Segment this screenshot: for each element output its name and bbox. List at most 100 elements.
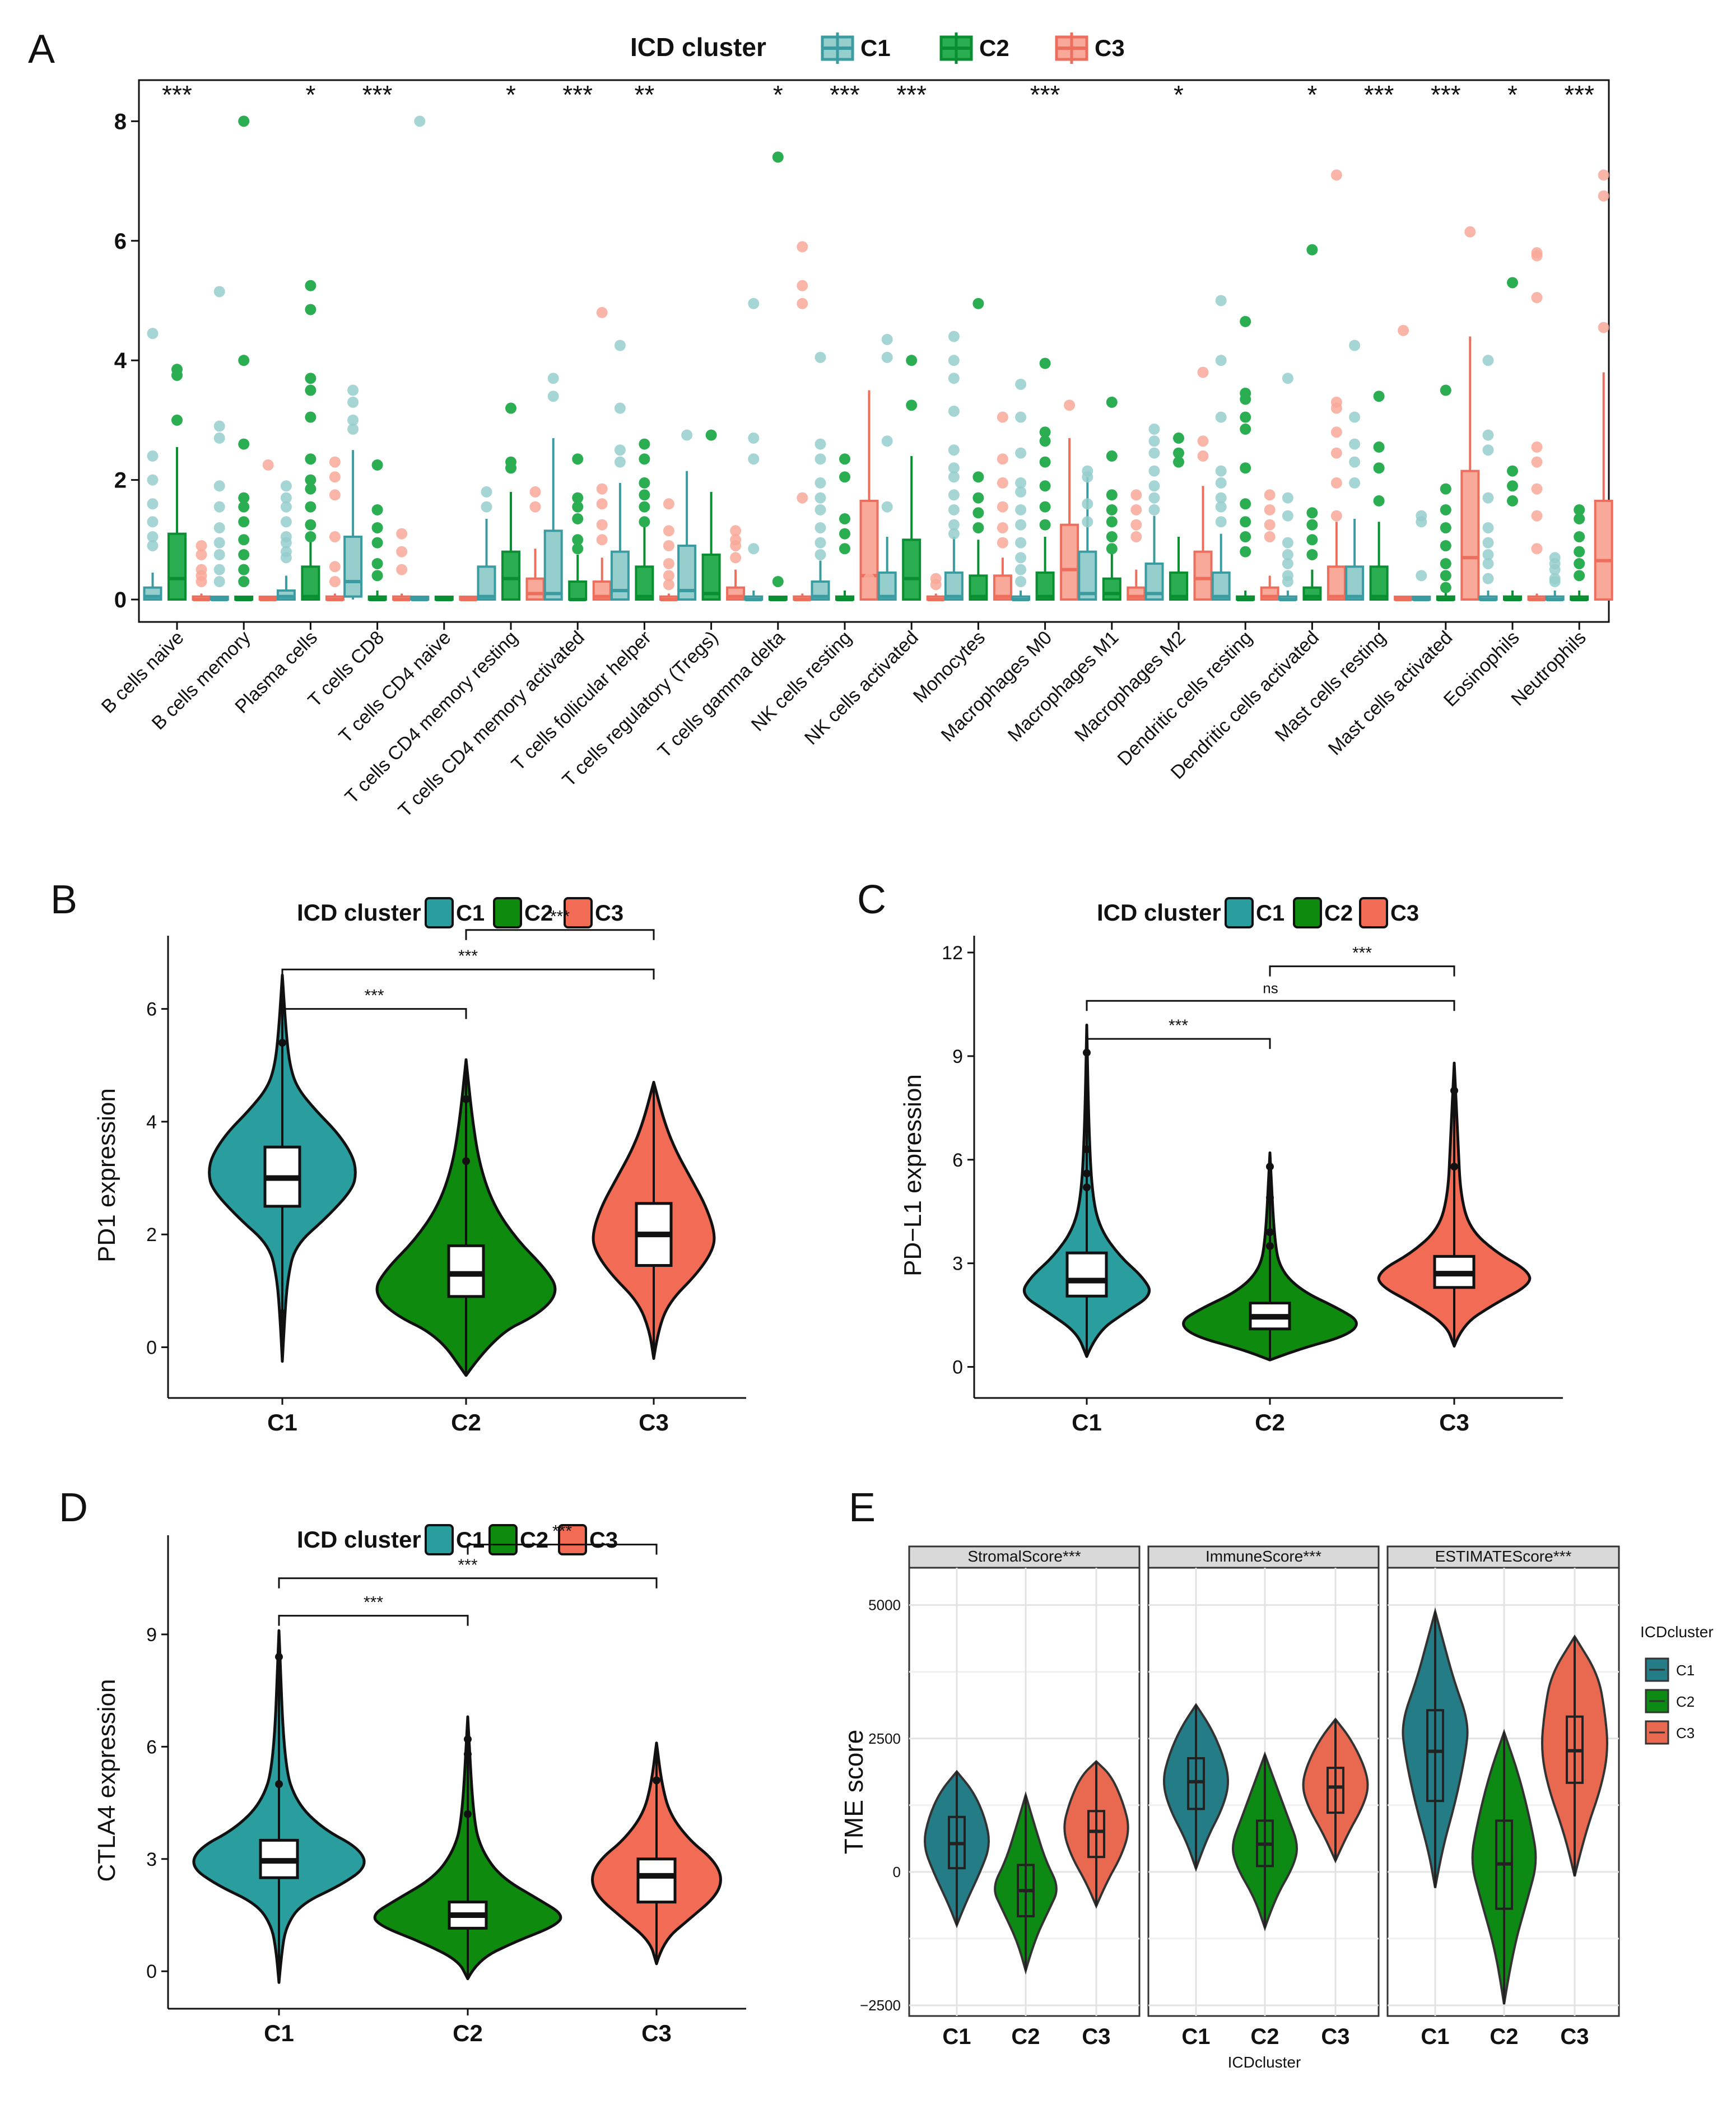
outlier-point-c2 (238, 549, 250, 560)
facet-strip-title: ImmuneScore*** (1206, 1548, 1321, 1565)
significance-label: *** (830, 80, 860, 109)
outlier-point-c2 (1240, 423, 1251, 435)
outlier-point-c2 (1240, 315, 1251, 327)
legend-label-c3: C3 (1095, 35, 1125, 61)
outlier-point-c2 (1039, 456, 1051, 468)
outlier-point-c1 (1015, 378, 1027, 390)
outlier-point-c1 (1215, 295, 1227, 306)
outlier-point-c3 (1130, 489, 1142, 501)
outlier-point-c1 (948, 444, 960, 456)
outlier-point-c3 (329, 456, 341, 468)
comparison-label: *** (458, 1556, 477, 1574)
legend-key-c3 (558, 1524, 587, 1555)
box-c3 (1327, 565, 1346, 601)
significance-label: * (1174, 80, 1184, 109)
outlier-point-c1 (1015, 564, 1027, 575)
outlier-point-c2 (972, 492, 984, 504)
outlier-point-c1 (347, 423, 359, 435)
outlier-point-c2 (906, 399, 918, 411)
outlier-point-c1 (815, 351, 826, 363)
outlier-point (278, 1309, 286, 1318)
outlier-point-c3 (262, 459, 274, 471)
x-tick-label: T cells CD4 naive (335, 627, 455, 747)
outlier-point-c3 (1598, 190, 1609, 202)
outlier-point-c2 (1240, 546, 1251, 558)
outlier-point-c1 (614, 456, 626, 468)
outlier-point-c2 (1507, 277, 1518, 289)
outlier-point-c2 (1306, 549, 1318, 560)
y-tick-label: 0 (146, 1961, 157, 1982)
outlier-point-c3 (1531, 456, 1543, 468)
outlier-point-c1 (1349, 477, 1361, 489)
legend-label-c2: C2 (1324, 901, 1353, 926)
box-c3 (1193, 550, 1213, 601)
outlier-point-c2 (305, 384, 317, 396)
outlier-point-c2 (305, 474, 317, 486)
panel-d-letter: D (59, 1485, 88, 1530)
outlier-point-c1 (1482, 444, 1494, 456)
outlier-point-c2 (1106, 531, 1118, 542)
outlier-point-c1 (1282, 492, 1293, 504)
significance-label: *** (362, 80, 393, 109)
legend-label-c2: C2 (979, 35, 1009, 61)
outlier-point-c1 (347, 396, 359, 408)
legend-key-c3 (1359, 897, 1388, 928)
box-c1 (1078, 550, 1097, 601)
facet-strip (1386, 1545, 1620, 1569)
legend-label-c1: C1 (456, 1528, 485, 1553)
outlier-point-c2 (1507, 480, 1518, 492)
y-tick-label: 6 (952, 1150, 963, 1171)
significance-label: *** (162, 80, 192, 109)
legend-title: ICD cluster (297, 899, 421, 926)
x-tick-label: C1 (1421, 2024, 1449, 2049)
outlier-point-c1 (347, 384, 359, 396)
outlier-point-c2 (238, 564, 250, 575)
panel-e-letter: E (849, 1485, 876, 1530)
plot-area-frame (138, 79, 1610, 623)
outlier-point-c2 (972, 471, 984, 483)
outlier-point-c3 (663, 525, 674, 537)
comparison-bracket (467, 1544, 658, 1555)
significance-label: * (1307, 80, 1317, 109)
y-axis-title: TME score (839, 1730, 868, 1854)
outlier-point (1266, 1193, 1274, 1202)
outlier-point-c3 (797, 280, 808, 291)
outlier-point-c2 (972, 522, 984, 533)
outlier-point-c3 (196, 575, 207, 587)
outlier-point-c3 (1531, 250, 1543, 262)
legend-label-c3: C3 (589, 1528, 618, 1553)
outlier-point-c3 (396, 546, 408, 558)
x-tick-label: Macrophages M1 (1004, 627, 1123, 746)
outlier-point-c2 (1173, 432, 1184, 444)
y-axis-title: PD1 expression (93, 1088, 120, 1262)
y-tick-label: 6 (114, 229, 127, 254)
outlier-point-c3 (663, 498, 674, 510)
outlier-point-c2 (1306, 244, 1318, 256)
outlier-point-c1 (1082, 516, 1093, 528)
outlier-point-c2 (305, 411, 317, 423)
outlier-point-c1 (1015, 411, 1027, 423)
outlier-point-c3 (1197, 450, 1209, 462)
outlier-point-c1 (213, 501, 225, 513)
outlier-point-c3 (997, 411, 1008, 423)
legend-title: ICD cluster (630, 32, 766, 62)
outlier-point-c3 (596, 306, 608, 318)
outlier-point-c2 (505, 402, 516, 414)
outlier-point-c2 (1240, 462, 1251, 474)
outlier-point-c2 (1373, 495, 1385, 507)
outlier-point-c2 (639, 501, 650, 513)
outlier-point-c1 (881, 501, 893, 513)
y-axis-title: PD−L1 expression (899, 1074, 927, 1276)
outlier-point-c1 (748, 432, 760, 444)
outlier-point-c3 (663, 540, 674, 551)
outlier-point-c3 (1330, 447, 1342, 459)
comparison-bracket (1086, 1000, 1455, 1011)
legend-label-c3: C3 (595, 901, 623, 926)
outlier-point-c1 (681, 429, 693, 441)
outlier-point-c2 (839, 513, 850, 524)
outlier-point-c3 (663, 579, 674, 591)
x-tick-label: C3 (1082, 2024, 1110, 2049)
box (1187, 1757, 1205, 1810)
outlier-point-c2 (572, 513, 584, 524)
